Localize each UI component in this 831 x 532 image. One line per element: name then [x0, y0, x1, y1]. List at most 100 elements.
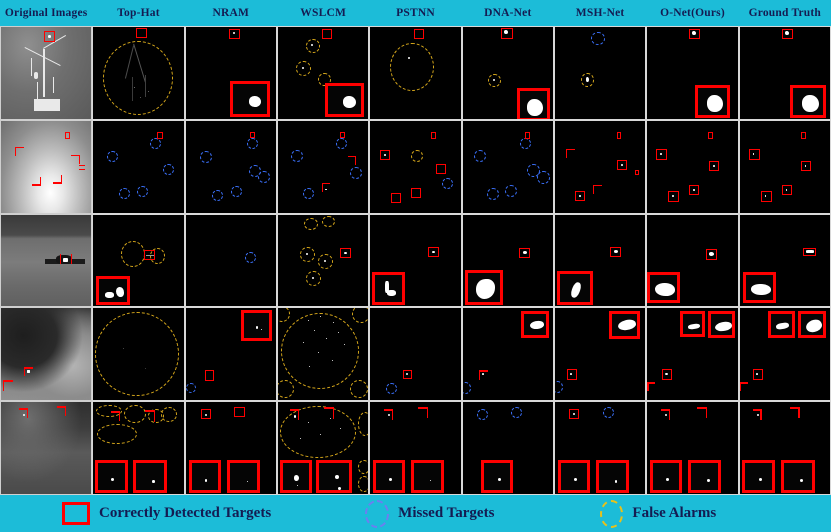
panel-row5-nram — [184, 401, 277, 495]
legend-bar: Correctly Detected Targets Missed Target… — [0, 495, 831, 532]
panel-row2-msh-net — [553, 119, 647, 214]
missed-target-circle — [257, 170, 270, 183]
false-alarm-circle — [303, 217, 318, 230]
column-header-original-images: Original Images — [4, 7, 88, 19]
missed-target-circle — [199, 150, 212, 163]
panel-row5-o-net — [646, 401, 739, 495]
ground-truth-box — [800, 160, 811, 171]
panel-row3-wslcm — [276, 213, 370, 308]
zoom-inset — [780, 460, 815, 494]
corner-marker — [565, 148, 575, 158]
panel-row2-dna-net — [461, 119, 554, 214]
false-alarm-circle — [124, 405, 147, 424]
false-alarm-circle — [121, 240, 146, 267]
panel-row3-top-hat — [92, 213, 185, 308]
panel-row2-top-hat — [92, 119, 185, 214]
detection-box — [428, 246, 440, 257]
zoom-inset — [464, 269, 503, 305]
missed-target-circle — [526, 163, 540, 177]
ground-truth-box — [748, 148, 760, 160]
corner-marker — [789, 407, 800, 419]
missed-target-circle — [590, 32, 605, 45]
missed-target-circle — [519, 137, 531, 149]
zoom-inset — [680, 311, 706, 338]
target-box — [65, 131, 70, 139]
false-alarm-circle — [279, 406, 356, 459]
false-alarm-circle — [349, 380, 368, 399]
grid-row-3 — [0, 213, 831, 308]
false-alarm-circle — [317, 253, 333, 269]
corner-marker — [661, 409, 671, 421]
missed-target-circle — [335, 137, 347, 149]
panel-row3-pstnn — [369, 213, 462, 308]
corner-marker — [145, 410, 156, 423]
false-alarm-circle — [305, 270, 321, 286]
detection-box — [380, 149, 391, 160]
missed-target-circle — [163, 163, 175, 175]
ground-truth-box — [781, 29, 793, 39]
detection-box — [566, 369, 577, 381]
panel-row1-pstnn — [369, 26, 462, 120]
false-alarm-circle — [351, 308, 369, 324]
panel-row2-pstnn — [369, 119, 462, 214]
panel-row4-dna-net — [461, 307, 554, 402]
panel-row2-wslcm — [276, 119, 370, 214]
ground-truth-box — [802, 247, 816, 256]
false-alarm-circle — [97, 424, 138, 445]
corner-marker — [478, 370, 488, 381]
false-alarm-circle — [317, 73, 331, 86]
missed-target-circle — [462, 382, 471, 395]
zoom-inset — [324, 83, 364, 117]
detection-box — [500, 28, 513, 39]
missed-target-circle — [442, 177, 454, 189]
panel-row5-wslcm — [276, 401, 370, 495]
corner-marker — [57, 406, 66, 417]
detection-box — [689, 29, 701, 39]
panel-row4-wslcm — [276, 307, 370, 402]
legend-item-correctly-detected: Correctly Detected Targets — [62, 502, 271, 525]
detection-box — [403, 370, 413, 380]
column-header-msh-net: MSH-Net — [575, 7, 625, 19]
false-alarm-circle — [95, 312, 180, 397]
corner-marker — [111, 411, 121, 422]
detection-box — [568, 409, 579, 420]
zoom-inset — [279, 460, 312, 494]
panel-row5-top-hat — [92, 401, 185, 495]
false-alarm-circle — [321, 215, 335, 227]
zoom-inset — [516, 88, 550, 119]
missed-target-circle — [602, 407, 614, 419]
grid-row-4 — [0, 307, 831, 402]
ground-truth-box — [760, 190, 772, 202]
detection-box — [609, 246, 621, 257]
panel-row3-msh-net — [553, 213, 647, 308]
panel-row1-o-net — [646, 26, 739, 120]
zoom-inset — [688, 460, 722, 494]
corner-marker — [71, 154, 80, 164]
panel-row3-original — [0, 213, 93, 308]
ground-truth-box — [44, 31, 55, 42]
false-alarm-circle — [103, 41, 174, 115]
false-alarm-circle — [161, 407, 178, 423]
detection-box — [391, 192, 402, 203]
detection-box — [411, 187, 422, 198]
zoom-inset — [650, 460, 683, 494]
column-header-nram: NRAM — [212, 7, 250, 19]
false-alarm-circle — [357, 476, 369, 493]
zoom-inset — [188, 460, 221, 494]
corner-marker — [647, 382, 656, 392]
detection-box — [414, 29, 425, 39]
thermal-image-sky — [1, 120, 92, 213]
false-alarm-circle — [305, 39, 320, 53]
zoom-inset — [372, 271, 406, 305]
detection-box — [616, 159, 627, 170]
false-alarm-circle — [390, 43, 435, 91]
false-alarm-circle — [357, 412, 369, 437]
detection-box — [524, 131, 530, 139]
false-alarm-circle — [277, 380, 294, 399]
zoom-inset — [480, 460, 513, 494]
corner-marker — [32, 176, 41, 186]
corner-marker — [697, 407, 708, 419]
false-alarm-circle — [96, 405, 123, 418]
corner-marker — [323, 407, 334, 420]
